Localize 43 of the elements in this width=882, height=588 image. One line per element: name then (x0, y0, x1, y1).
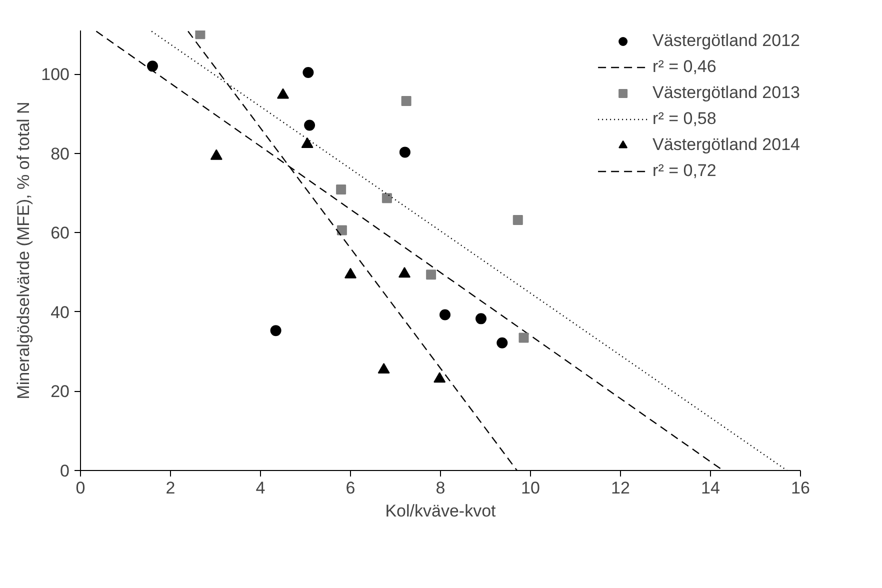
legend-label: r² = 0,58 (652, 108, 716, 130)
point (304, 120, 316, 131)
point (195, 30, 206, 40)
point (336, 225, 347, 236)
y-tick-label: 40 (50, 302, 70, 322)
point (399, 146, 410, 158)
point (147, 60, 158, 72)
legend-label: Västergötland 2013 (652, 82, 800, 104)
point (512, 214, 523, 225)
x-tick-label: 2 (166, 478, 176, 498)
point (336, 184, 346, 194)
x-tick-label: 4 (256, 478, 266, 498)
y-tick-label: 20 (50, 382, 70, 402)
point (518, 332, 529, 343)
point (496, 337, 508, 348)
y-tick-label: 60 (50, 224, 70, 243)
x-tick-label: 10 (521, 478, 540, 498)
legend-label: Västergötland 2012 (652, 30, 800, 52)
x-tick-label: 16 (791, 478, 810, 498)
point (440, 309, 450, 320)
x-tick-label: 14 (701, 478, 720, 498)
point (382, 193, 392, 204)
point (401, 96, 412, 106)
point (378, 362, 390, 374)
point (476, 313, 486, 324)
y-tick-label: 80 (50, 144, 70, 164)
legend-label: r² = 0,46 (652, 56, 716, 78)
legend-label: Västergötland 2014 (652, 134, 800, 156)
point (302, 67, 314, 78)
x-tick-label: 12 (611, 478, 630, 498)
x-axis-title: Kol/kväve-kvot (385, 502, 496, 520)
point (270, 325, 282, 336)
point (398, 267, 410, 278)
x-tick-label: 0 (76, 478, 86, 498)
point (426, 270, 436, 280)
y-tick-label: 100 (41, 65, 70, 84)
y-tick-label: 0 (60, 462, 70, 480)
point (344, 268, 356, 278)
y-axis-title: Mineralgödselvärde (MFE), % of total N (14, 102, 34, 400)
point (434, 372, 446, 383)
x-tick-label: 6 (346, 478, 356, 498)
legend-label: r² = 0,72 (652, 160, 716, 182)
x-tick-label: 8 (436, 478, 446, 498)
